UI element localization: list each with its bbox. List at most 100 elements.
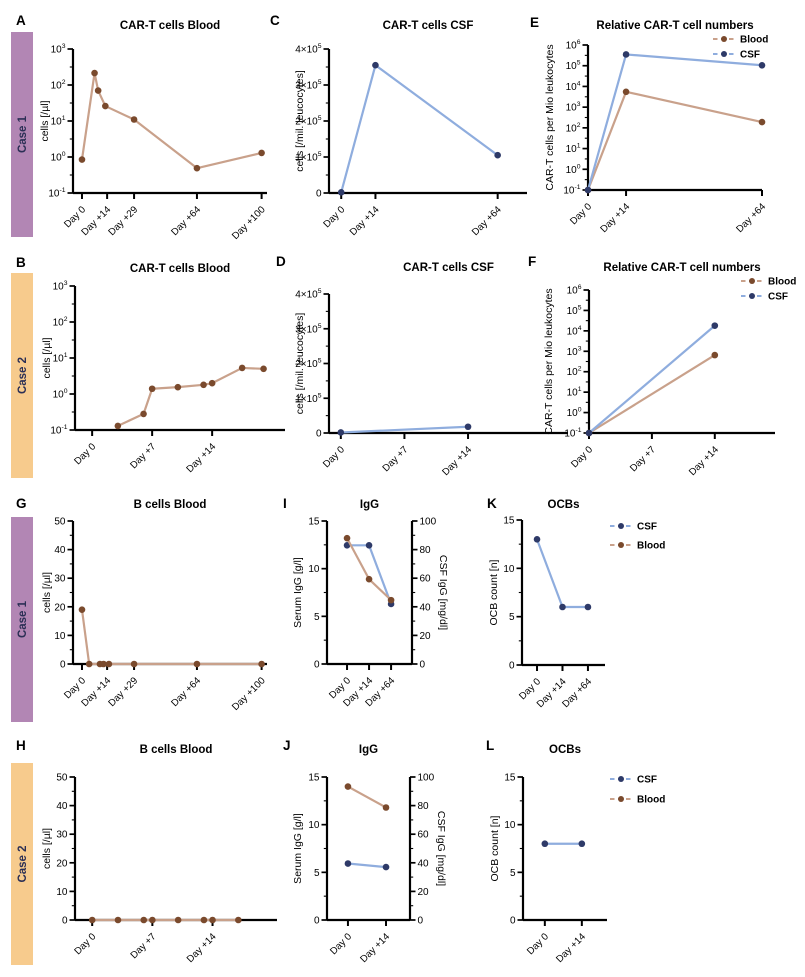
y-axis-label: Serum IgG [g/l] [292, 557, 304, 628]
chart-F: F Relative CAR-T cell numbers 10-1 100 101 10… [528, 254, 796, 478]
y-axis-label: cells [/µl] [39, 100, 51, 141]
data-point [464, 423, 472, 431]
data-point [200, 916, 208, 924]
data-point [78, 156, 86, 163]
legend-marker-dot [618, 796, 624, 802]
case-bar: Case 1 [11, 517, 33, 722]
y-tick-label: 40 [418, 858, 430, 869]
y-tick-label: 10-1 [563, 184, 580, 197]
series-blood [78, 69, 265, 172]
data-point [382, 804, 390, 811]
y-tick-label: 15 [504, 773, 516, 784]
panel-letter: B [16, 255, 26, 270]
data-point [258, 660, 265, 668]
x-tick-label: Day +64 [169, 675, 203, 709]
data-point [94, 87, 102, 94]
data-point [533, 536, 541, 543]
y-tick-label: 4×105 [295, 43, 322, 56]
y-tick-label: 5 [314, 868, 320, 879]
y-tick-label: 80 [418, 801, 430, 812]
legend: CSF Blood [610, 775, 665, 806]
case-bar-rect [11, 273, 33, 478]
y-tick-label: 102 [567, 366, 582, 379]
data-point [78, 606, 86, 613]
series-blood [343, 534, 395, 604]
y-tick-label: 30 [54, 574, 66, 585]
chart-title: Relative CAR-T cell numbers [596, 20, 753, 32]
chart-title: CAR-T cells Blood [120, 20, 220, 32]
data-point [622, 51, 630, 58]
x-tick-label: Day +100 [230, 204, 268, 242]
y-tick-label: 50 [56, 773, 68, 784]
x-tick-label: Day +14 [687, 444, 721, 478]
right-y-axis-label: CSF IgG [mg/dl] [435, 811, 447, 886]
y-axis-label: CAR-T cells per Mio leukocytes [543, 288, 555, 434]
data-point [337, 188, 345, 196]
legend-label: Blood [740, 35, 768, 46]
legend-item: Blood [713, 35, 768, 46]
data-point [343, 542, 351, 549]
chart-title: Relative CAR-T cell numbers [603, 262, 760, 274]
legend-label: Blood [768, 277, 796, 288]
data-point [148, 385, 156, 393]
legend-item: Blood [610, 541, 665, 552]
legend-label: CSF [740, 50, 760, 61]
data-point [584, 603, 592, 611]
chart-H: H B cells Blood 0 10 20 30 40 50 cells [/µl] Day … [16, 738, 277, 965]
x-tick-label: Day +14 [358, 931, 392, 965]
x-tick-label: Day +29 [106, 204, 140, 238]
series-line [588, 354, 716, 434]
data-point [344, 860, 352, 867]
data-point [343, 534, 351, 542]
chart-title: CAR-T cells CSF [403, 262, 494, 274]
legend-marker-dot [618, 542, 624, 548]
series-line [588, 324, 716, 434]
data-point [149, 916, 156, 924]
y-axis-label: OCB count [n] [488, 559, 500, 625]
legend-item: CSF [610, 522, 657, 533]
panel-letter: J [283, 738, 291, 753]
data-point [494, 151, 501, 159]
y-tick-label: 0 [314, 916, 320, 927]
data-point [758, 118, 766, 126]
panel-letter: H [16, 738, 26, 753]
chart-I: I IgG 0 5 10 15 0 20 40 60 80 100 CSF IgG [mg/dl] Ser… [283, 496, 449, 709]
x-tick-label: Day 0 [568, 201, 594, 227]
y-tick-label: 102 [51, 79, 66, 92]
data-point [578, 840, 586, 848]
data-point [130, 116, 138, 123]
y-tick-label: 0 [316, 429, 322, 440]
data-point [130, 660, 138, 668]
y-tick-label: 2×105 [295, 358, 322, 371]
legend-marker-dot [749, 278, 755, 284]
y-tick-label: 0 [510, 916, 516, 927]
panel-letter: K [487, 496, 497, 511]
y-axis-label: cells [/mil. leucocytes] [294, 70, 306, 172]
series-line [347, 785, 387, 809]
y-tick-label: 2×105 [295, 115, 322, 128]
data-point [174, 383, 182, 391]
y-tick-label: 4×105 [295, 288, 322, 301]
y-tick-label: 10 [308, 820, 320, 831]
y-tick-label: 40 [54, 545, 66, 556]
series-line [80, 609, 262, 666]
data-point [102, 102, 109, 110]
y-tick-label: 0 [509, 661, 515, 672]
y-tick-label: 10 [504, 820, 516, 831]
panel-letter: E [530, 15, 539, 30]
chart-A: A CAR-T cells Blood 10-1 100 101 102 103 cells … [16, 13, 268, 242]
y-tick-label: 101 [567, 386, 582, 399]
data-point [85, 660, 93, 668]
y-axis-label: cells [/µl] [41, 572, 53, 613]
y-axis-label: cells [/mil. leucocytes] [294, 313, 306, 415]
legend: Blood CSF [713, 35, 768, 61]
chart-title: CAR-T cells CSF [383, 20, 474, 32]
y-axis-label: OCB count [n] [489, 815, 501, 881]
case-bar: Case 2 [11, 273, 33, 478]
case-bar: Case 2 [11, 763, 33, 965]
y-tick-label: 60 [418, 830, 430, 841]
x-tick-label: Day +14 [440, 444, 474, 478]
